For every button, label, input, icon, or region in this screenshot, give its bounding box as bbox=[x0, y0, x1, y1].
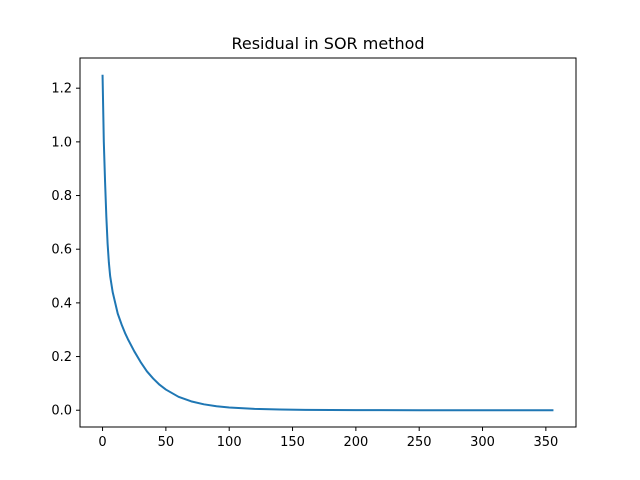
x-tick-label: 50 bbox=[158, 435, 175, 450]
y-tick-label: 1.2 bbox=[51, 82, 72, 97]
x-tick-label: 0 bbox=[98, 435, 106, 450]
y-tick-label: 0.2 bbox=[51, 350, 72, 365]
x-tick-label: 100 bbox=[217, 435, 242, 450]
plot-area: 0 50 100 150 200 250 300 350 0.0 0.2 0.4 0.6 0.8 1.0 1… bbox=[51, 57, 577, 450]
x-tick-label: 200 bbox=[343, 435, 368, 450]
y-tick-label: 0.6 bbox=[51, 243, 72, 258]
y-tick-label: 0.0 bbox=[51, 404, 72, 419]
x-tick-label: 350 bbox=[533, 435, 558, 450]
axes-frame bbox=[79, 57, 577, 428]
y-tick-label: 0.8 bbox=[51, 189, 72, 204]
series-line-0 bbox=[101, 74, 554, 412]
y-tick-label: 0.4 bbox=[51, 296, 72, 311]
chart-title: Residual in SOR method bbox=[231, 34, 424, 53]
x-tick-label: 300 bbox=[470, 435, 495, 450]
y-tick-label: 1.0 bbox=[51, 135, 72, 150]
x-tick-label: 250 bbox=[407, 435, 432, 450]
x-tick-label: 150 bbox=[280, 435, 305, 450]
